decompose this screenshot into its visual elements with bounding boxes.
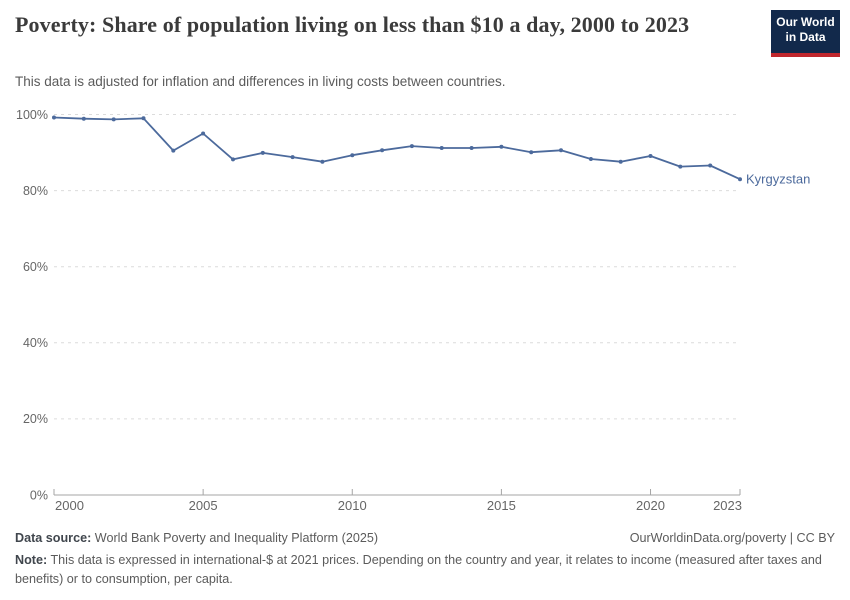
x-axis-label-2000: 2000 [55, 498, 84, 513]
data-point-2010[interactable] [350, 153, 355, 158]
y-axis-label-40: 40% [23, 336, 48, 350]
data-source-label: Data source: [15, 531, 92, 545]
data-point-2019[interactable] [618, 159, 623, 164]
owid-logo-line1: Our World [776, 15, 835, 29]
data-source-text: World Bank Poverty and Inequality Platfo… [94, 531, 379, 545]
data-point-2005[interactable] [201, 131, 206, 136]
page-title: Poverty: Share of population living on l… [15, 12, 690, 37]
data-point-2016[interactable] [529, 150, 534, 155]
x-axis-label-2015: 2015 [487, 498, 516, 513]
chart-footer: Data source: World Bank Poverty and Ineq… [15, 529, 835, 589]
data-point-2017[interactable] [559, 148, 563, 153]
data-point-2007[interactable] [260, 150, 265, 155]
y-axis-label-80: 80% [23, 184, 48, 198]
x-axis-label-2020: 2020 [636, 498, 665, 513]
data-point-2020[interactable] [648, 154, 653, 158]
x-axis-label-2023: 2023 [713, 498, 742, 513]
data-source: Data source: World Bank Poverty and Ineq… [15, 529, 378, 548]
x-axis-label-2005: 2005 [189, 498, 218, 513]
source-row: Data source: World Bank Poverty and Ineq… [15, 529, 835, 548]
data-point-2006[interactable] [231, 157, 235, 162]
data-point-2011[interactable] [380, 148, 385, 153]
series-line-kyrgyzstan[interactable] [53, 116, 741, 181]
data-point-2003[interactable] [141, 116, 146, 121]
data-point-2004[interactable] [171, 148, 176, 153]
data-point-2001[interactable] [81, 116, 86, 121]
data-point-2000[interactable] [52, 115, 56, 120]
note-text: This data is expressed in international-… [15, 552, 822, 586]
data-point-2021[interactable] [678, 164, 683, 169]
y-axis-label-20: 20% [23, 412, 48, 426]
data-point-2018[interactable] [588, 157, 593, 161]
data-point-2012[interactable] [409, 144, 414, 149]
data-point-2015[interactable] [499, 144, 504, 149]
y-axis-label-100: 100% [16, 108, 48, 122]
owid-logo[interactable]: Our World in Data [771, 10, 840, 57]
attribution: OurWorldinData.org/poverty | CC BY [629, 531, 835, 545]
data-point-2009[interactable] [320, 159, 325, 164]
data-point-2008[interactable] [290, 155, 295, 160]
data-point-2023[interactable] [738, 177, 742, 182]
data-point-2013[interactable] [439, 146, 444, 150]
owid-logo-line2: in Data [785, 29, 826, 44]
x-axis-label-2010: 2010 [338, 498, 367, 513]
series-end-label[interactable]: Kyrgyzstan [746, 172, 810, 187]
chart-subtitle: This data is adjusted for inflation and … [15, 74, 506, 89]
y-axis-label-60: 60% [23, 260, 48, 274]
data-point-2002[interactable] [111, 117, 116, 122]
y-axis-label-0: 0% [30, 488, 48, 502]
line-chart[interactable]: 0% 20% 40% 60% 80% 100% 2000 2005 2010 2015 2020 20… [0, 100, 850, 520]
data-point-2014[interactable] [469, 146, 474, 150]
data-point-2022[interactable] [708, 163, 713, 168]
note-label: Note: [15, 552, 48, 567]
chart-note: Note: This data is expressed in internat… [15, 551, 835, 589]
